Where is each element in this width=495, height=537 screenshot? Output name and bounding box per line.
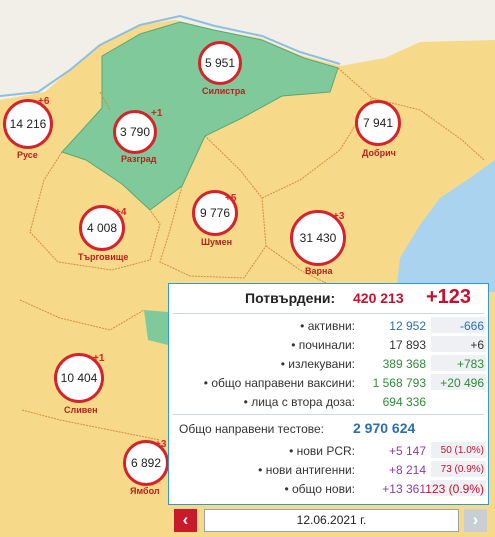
stat-delta: -666 bbox=[459, 319, 484, 333]
region-delta: +1 bbox=[151, 108, 163, 119]
tests-label: Общо направени тестове: bbox=[179, 422, 324, 436]
stats-panel: Потвърдени: 420 213 +123 • активни: 12 9… bbox=[168, 283, 489, 505]
divider bbox=[173, 414, 484, 415]
next-day-button[interactable]: › bbox=[464, 509, 487, 532]
divider bbox=[173, 313, 484, 314]
region-count: 4 008 bbox=[86, 221, 118, 235]
region-name: Сливен bbox=[64, 405, 98, 415]
region-count: 10 404 bbox=[60, 371, 98, 385]
region-name: Търговище bbox=[78, 252, 129, 262]
marker-circle[interactable]: 10 404 bbox=[54, 353, 104, 403]
region-name: Русе bbox=[17, 150, 38, 160]
stat-delta: +20 496 bbox=[440, 376, 484, 390]
delta-box bbox=[431, 374, 486, 390]
stat-value: 12 952 bbox=[389, 319, 426, 333]
region-delta: +5 bbox=[225, 193, 237, 204]
region-count: 5 951 bbox=[204, 56, 236, 70]
stat-value: 17 893 bbox=[389, 338, 426, 352]
region-name: Разград bbox=[121, 154, 157, 164]
delta-box bbox=[431, 355, 486, 371]
stat-row-deaths: • починали: 17 893 +6 bbox=[169, 336, 488, 353]
region-delta: +3 bbox=[155, 439, 167, 450]
stat-label: • общо направени ваксини: bbox=[203, 376, 355, 390]
stat-row-second-dose: • лица с втора доза: 694 336 bbox=[169, 393, 488, 410]
region-delta: +6 bbox=[38, 96, 50, 107]
marker-circle[interactable]: 6 892 bbox=[123, 440, 169, 486]
stat-value: 694 336 bbox=[382, 395, 426, 409]
region-name: Силистра bbox=[202, 86, 246, 96]
test-value: +13 361 bbox=[382, 482, 426, 496]
region-delta: +1 bbox=[93, 353, 105, 364]
confirmed-value: 420 213 bbox=[353, 290, 404, 306]
stat-label: • активни: bbox=[300, 319, 355, 333]
marker-circle[interactable]: 5 951 bbox=[198, 41, 242, 85]
test-value: +5 147 bbox=[388, 444, 426, 458]
tests-total-row: Общо направени тестове: 2 970 624 bbox=[169, 420, 488, 440]
test-label: • общо нови: bbox=[284, 482, 355, 496]
delta-box bbox=[431, 480, 486, 496]
delta-box bbox=[431, 442, 486, 458]
date-navigation: ‹ 12.06.2021 г. › bbox=[170, 509, 487, 535]
region-name: Ямбол bbox=[130, 486, 160, 496]
tests-row-total-new: • общо нови: +13 361 123 (0.9%) bbox=[169, 480, 488, 497]
test-label: • нови антигенни: bbox=[258, 463, 355, 477]
delta-box bbox=[431, 461, 486, 477]
test-positive: 73 (0.9%) bbox=[440, 464, 484, 475]
stat-label: • починали: bbox=[291, 338, 355, 352]
confirmed-title: Потвърдени: bbox=[245, 290, 336, 306]
region-count: 7 941 bbox=[362, 116, 394, 130]
stat-row-active: • активни: 12 952 -666 bbox=[169, 317, 488, 334]
stat-label: • лица с втора доза: bbox=[243, 395, 355, 409]
tests-row-antigen: • нови антигенни: +8 214 73 (0.9%) bbox=[169, 461, 488, 478]
marker-circle[interactable]: 3 790 bbox=[113, 110, 157, 154]
region-count: 9 776 bbox=[199, 206, 231, 220]
marker-circle[interactable]: 7 941 bbox=[355, 100, 401, 146]
tests-row-pcr: • нови PCR: +5 147 50 (1.0%) bbox=[169, 442, 488, 459]
region-name: Варна bbox=[305, 266, 333, 276]
marker-circle[interactable]: 14 216 bbox=[3, 99, 53, 149]
chevron-right-icon: › bbox=[472, 510, 479, 529]
test-positive: 50 (1.0%) bbox=[440, 445, 484, 456]
marker-circle[interactable]: 9 776 bbox=[192, 190, 238, 236]
region-name: Добрич bbox=[362, 148, 396, 158]
region-count: 14 216 bbox=[9, 117, 47, 131]
tests-value: 2 970 624 bbox=[353, 420, 416, 436]
stat-value: 389 368 bbox=[382, 357, 426, 371]
stat-delta: +783 bbox=[456, 357, 484, 371]
test-positive: 123 (0.9%) bbox=[425, 482, 484, 496]
stat-delta: +6 bbox=[470, 338, 484, 352]
region-count: 3 790 bbox=[119, 125, 151, 139]
region-count: 31 430 bbox=[299, 231, 337, 245]
stat-row-recovered: • излекувани: 389 368 +783 bbox=[169, 355, 488, 372]
test-label: • нови PCR: bbox=[289, 444, 355, 458]
chevron-left-icon: ‹ bbox=[182, 510, 189, 529]
stat-row-vaccines: • общо направени ваксини: 1 568 793 +20 … bbox=[169, 374, 488, 391]
region-count: 6 892 bbox=[130, 456, 162, 470]
prev-day-button[interactable]: ‹ bbox=[174, 509, 197, 532]
region-name: Шумен bbox=[201, 237, 233, 247]
delta-box bbox=[431, 317, 486, 333]
stat-value: 1 568 793 bbox=[372, 376, 426, 390]
marker-circle[interactable]: 4 008 bbox=[79, 205, 125, 251]
confirmed-delta: +123 bbox=[426, 286, 472, 308]
region-delta: +4 bbox=[115, 207, 127, 218]
test-value: +8 214 bbox=[388, 463, 426, 477]
delta-box bbox=[431, 336, 486, 352]
stat-label: • излекувани: bbox=[280, 357, 355, 371]
region-delta: +3 bbox=[333, 211, 345, 222]
marker-circle[interactable]: 31 430 bbox=[290, 210, 346, 266]
date-display[interactable]: 12.06.2021 г. bbox=[204, 509, 459, 532]
confirmed-header: Потвърдени: 420 213 +123 bbox=[169, 284, 488, 311]
